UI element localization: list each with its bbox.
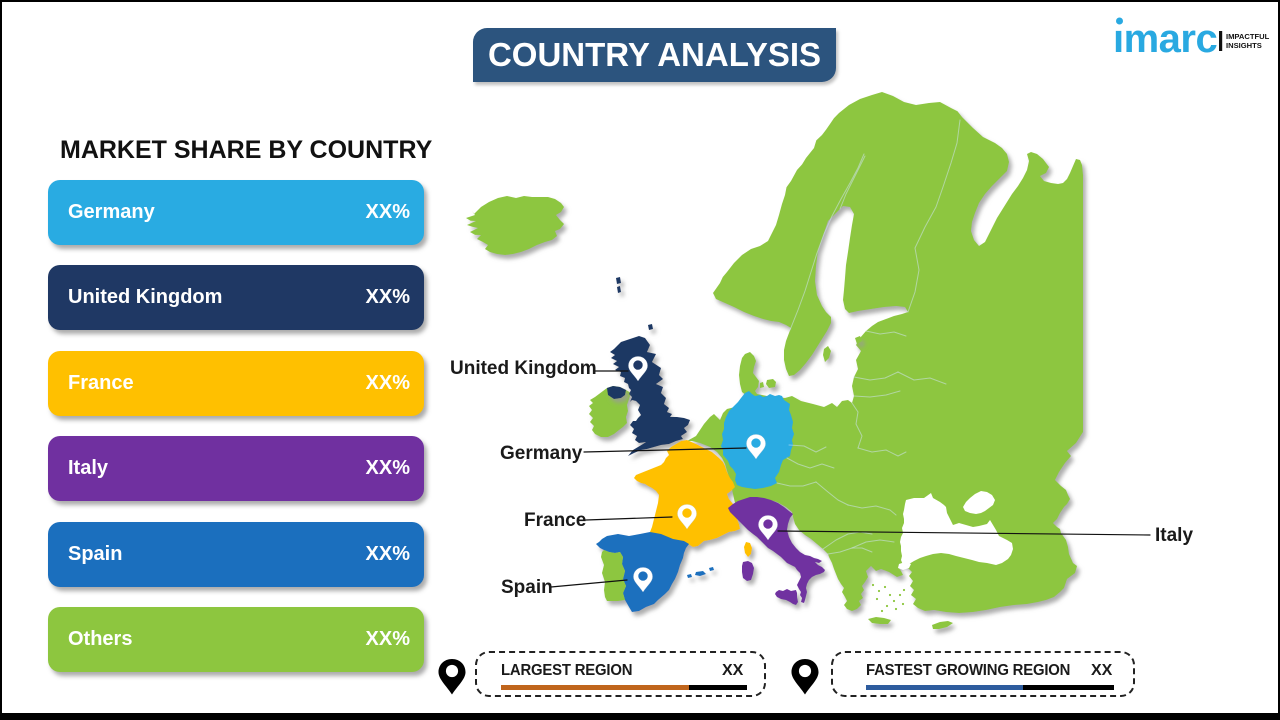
svg-text:ımarc: ımarc bbox=[1113, 17, 1217, 58]
svg-text:IMPACTFUL: IMPACTFUL bbox=[1226, 32, 1270, 41]
svg-text:INSIGHTS: INSIGHTS bbox=[1226, 41, 1262, 50]
